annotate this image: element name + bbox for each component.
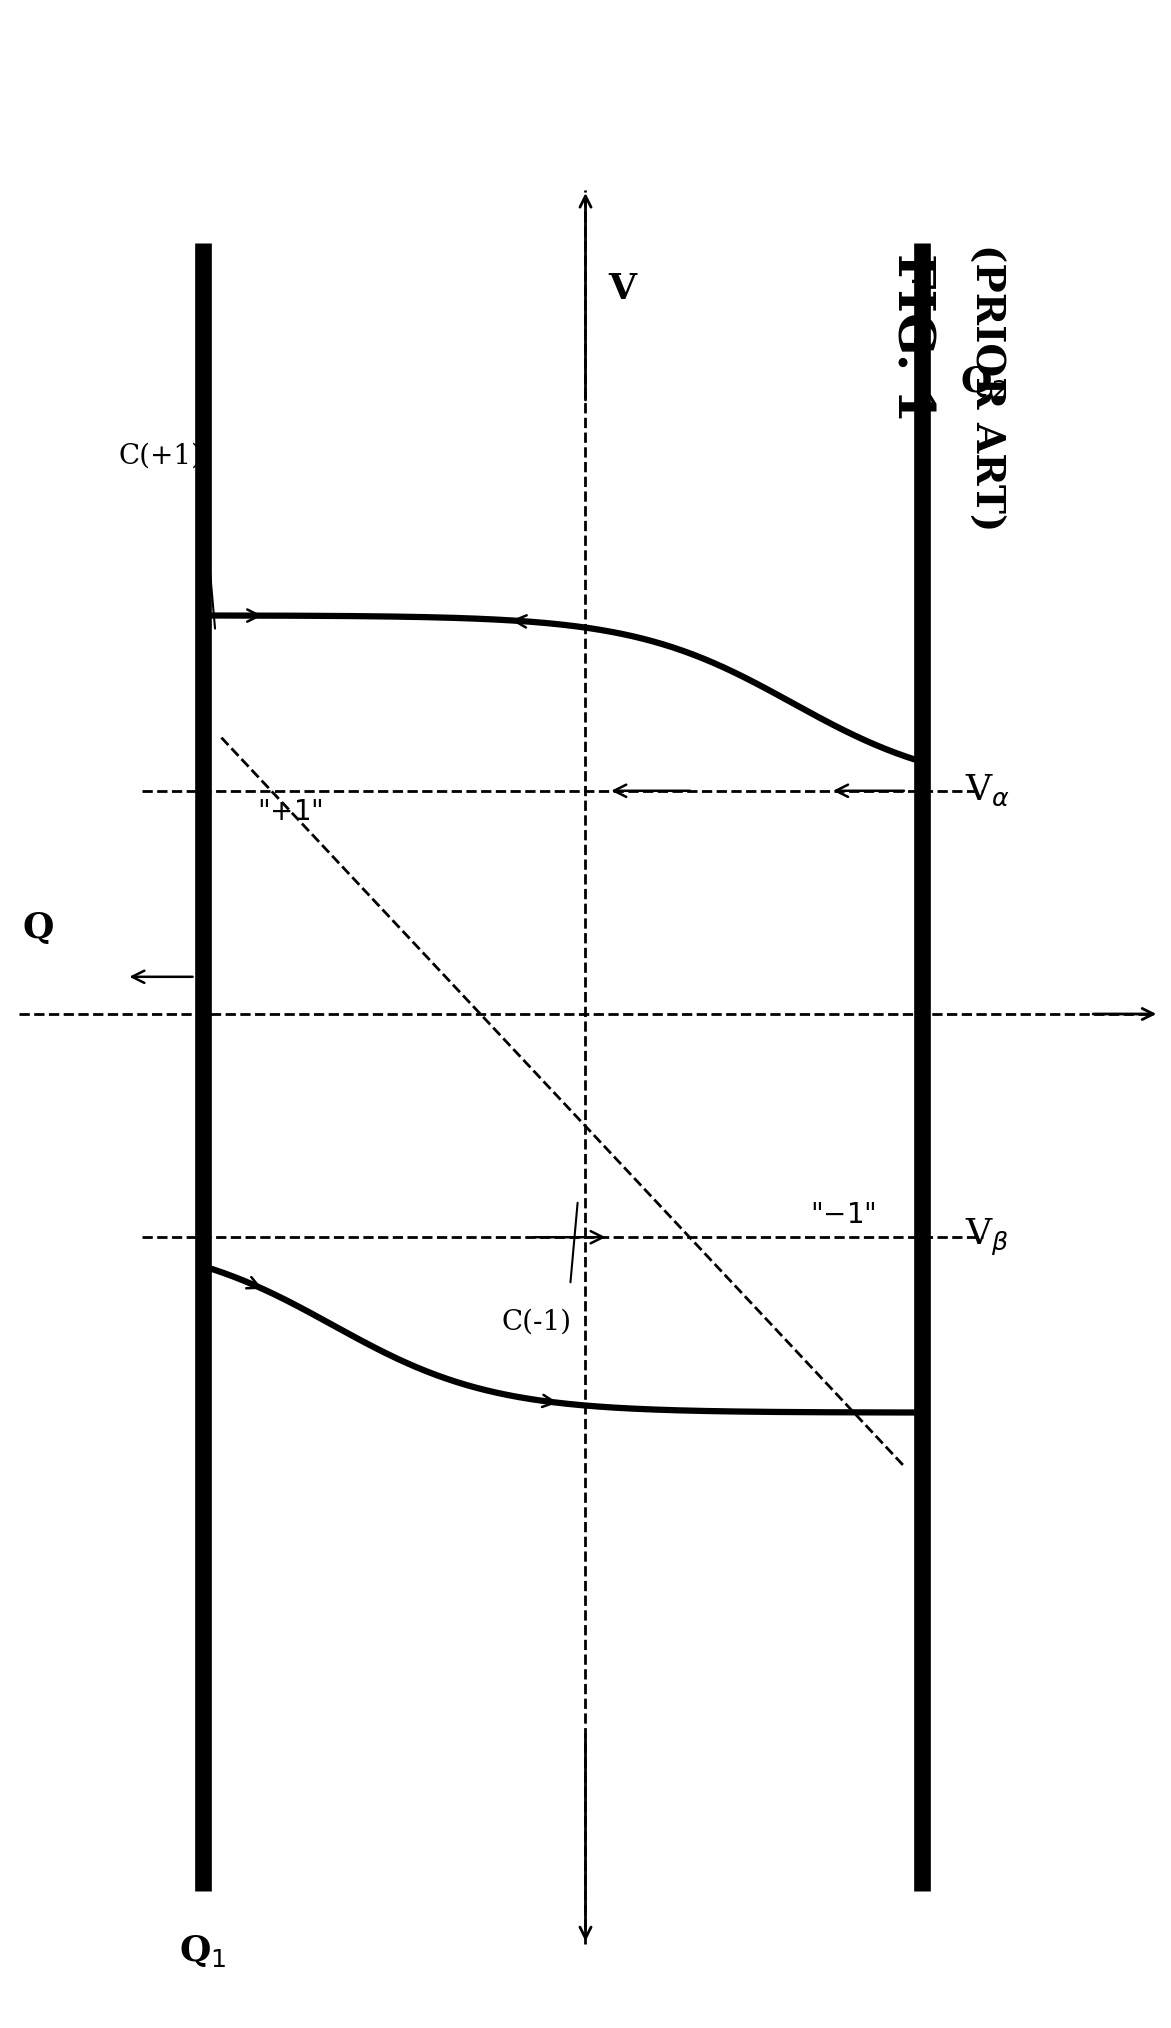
Text: FIG. 1: FIG. 1 <box>886 254 936 422</box>
Text: Q$_1$: Q$_1$ <box>179 1933 227 1969</box>
Text: "$-1$": "$-1$" <box>810 1203 876 1229</box>
Text: (PRIOR ART): (PRIOR ART) <box>967 243 1006 531</box>
Text: V$_\alpha$: V$_\alpha$ <box>965 773 1011 809</box>
Text: V$_\beta$: V$_\beta$ <box>965 1217 1009 1257</box>
Text: Q$_2$: Q$_2$ <box>960 365 1008 400</box>
Text: "$+1$": "$+1$" <box>256 799 322 825</box>
Text: V: V <box>609 272 637 306</box>
Text: C(-1): C(-1) <box>501 1308 571 1336</box>
Text: Q: Q <box>22 911 54 945</box>
Text: C(+1): C(+1) <box>119 442 203 468</box>
